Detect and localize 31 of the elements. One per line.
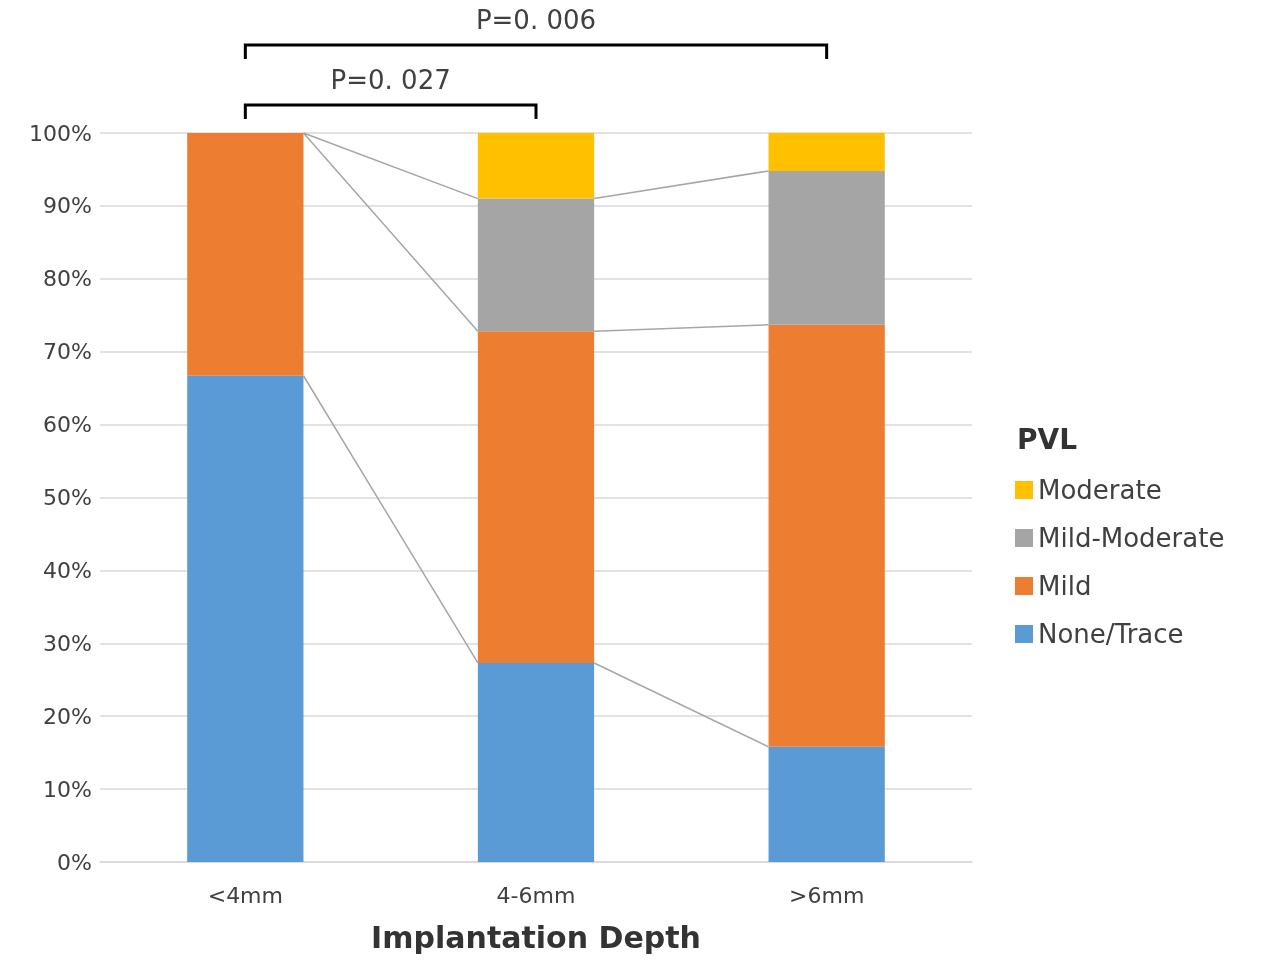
text: P=0. 027 <box>330 65 451 95</box>
y-tick-label: 0% <box>57 849 92 875</box>
legend-label: Mild <box>1038 571 1092 601</box>
y-tick-label: 20% <box>43 703 92 729</box>
bar <box>477 662 595 862</box>
bar <box>768 324 885 747</box>
bar <box>477 198 595 332</box>
bar <box>768 746 885 862</box>
legend-label: Moderate <box>1038 475 1162 505</box>
bar <box>477 133 595 199</box>
y-tick-label: 40% <box>43 557 92 583</box>
x-tick-label: <4mm <box>207 882 283 908</box>
text: P=0. 006 <box>475 5 597 35</box>
y-tick-label: 30% <box>43 630 92 656</box>
y-tick-label: 10% <box>43 776 92 802</box>
y-tick-label: 50% <box>43 485 92 510</box>
y-tick-label: 90% <box>43 193 92 219</box>
legend-label: Mild-Moderate <box>1038 523 1225 553</box>
legend-label: None/Trace <box>1038 619 1184 649</box>
y-tick-label: 70% <box>43 339 92 365</box>
y-tick-label: 100% <box>29 120 92 146</box>
legend-title: PVL <box>1017 422 1078 456</box>
y-tick-label: 80% <box>43 266 92 292</box>
x-tick-label: 4-6mm <box>496 882 576 908</box>
bar <box>477 331 595 663</box>
bar <box>187 375 304 862</box>
bar <box>187 133 304 376</box>
y-tick-label: 60% <box>43 412 92 438</box>
x-axis-title: Implantation Depth <box>371 919 701 955</box>
bar <box>768 133 885 171</box>
x-tick-label: >6mm <box>789 882 865 908</box>
